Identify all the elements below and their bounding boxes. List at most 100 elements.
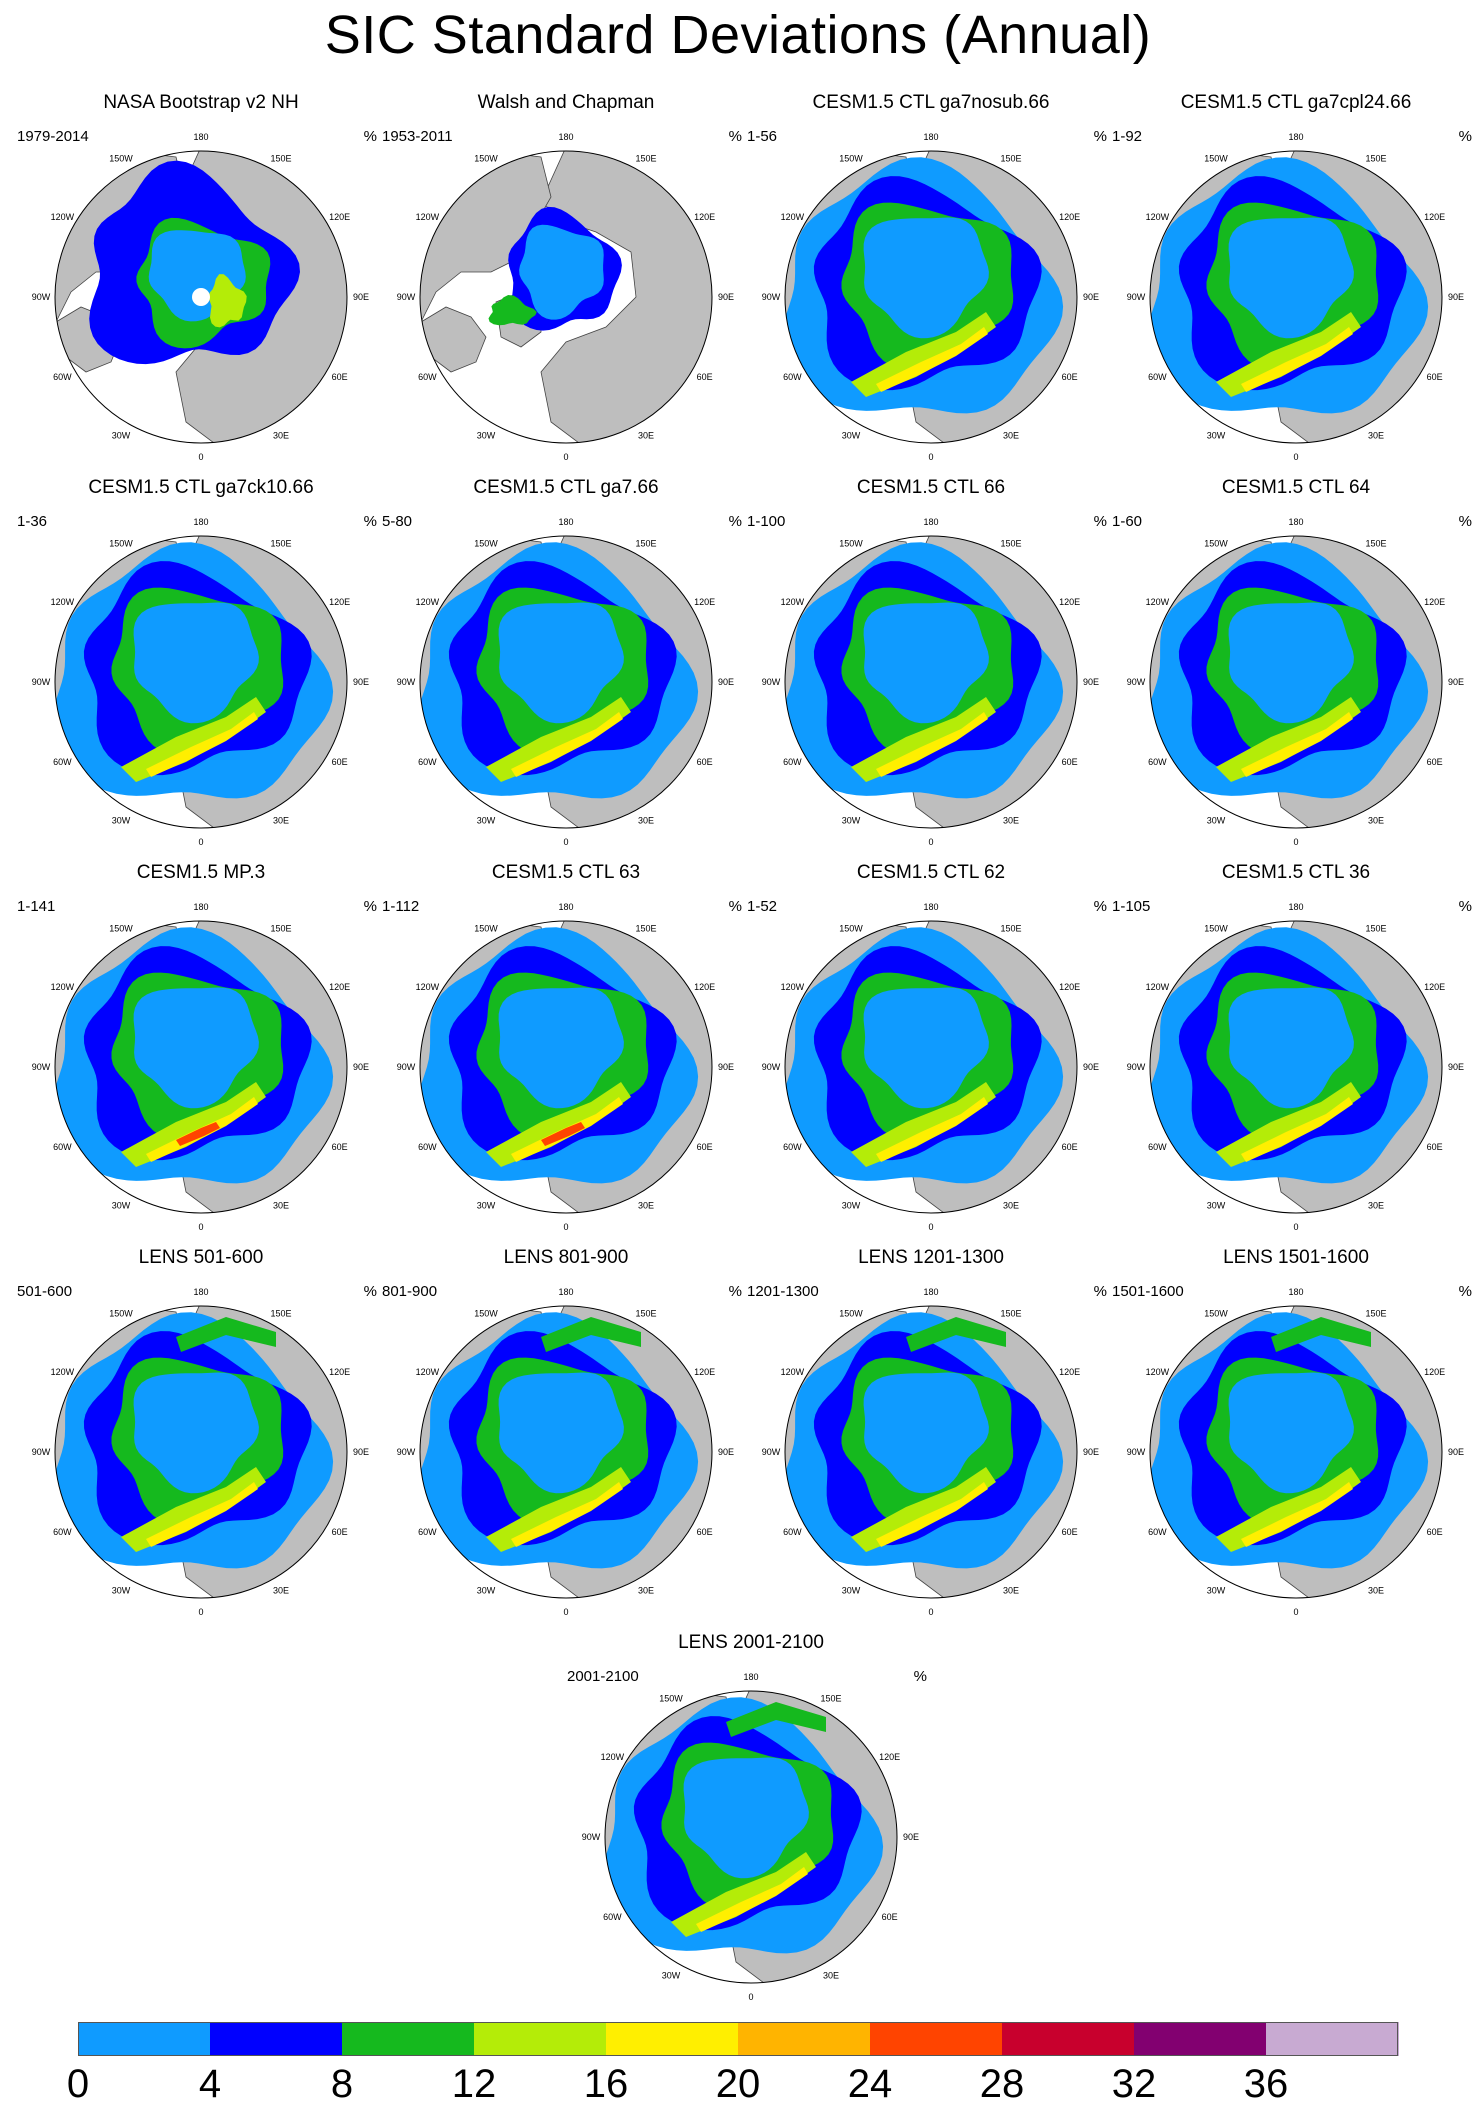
map-field	[1150, 536, 1442, 828]
lon-label: 90W	[582, 1832, 601, 1842]
lon-label: 90E	[353, 677, 369, 687]
lon-label: 90W	[762, 677, 781, 687]
panel-units: %	[363, 1283, 377, 1300]
lon-label: 60E	[1062, 1527, 1078, 1537]
lon-label: 120E	[1059, 597, 1080, 607]
lon-label: 150W	[839, 1308, 863, 1318]
lon-label: 60W	[1148, 1142, 1167, 1152]
colorbar-tick-label: 8	[330, 2062, 354, 2106]
lon-label: 60E	[697, 757, 713, 767]
map-panel: CESM1.5 CTL 66 1-100% 180 150E 120E 90E 60E 30E…	[747, 477, 1115, 857]
map-border	[54, 1305, 348, 1599]
map-field	[55, 921, 347, 1213]
field-band-3-atlantic	[1216, 312, 1361, 397]
map-border	[784, 920, 1078, 1214]
lon-label: 30E	[1003, 1586, 1019, 1596]
map-border	[54, 920, 348, 1214]
panel-units: %	[728, 898, 742, 915]
lon-label: 180	[1288, 517, 1303, 527]
field-band-2-pacific	[176, 1317, 276, 1352]
lon-label: 120E	[694, 597, 715, 607]
lon-label: 30E	[273, 431, 289, 441]
panel-period: 1-112	[382, 898, 420, 915]
lon-label: 180	[558, 1287, 573, 1297]
lon-label: 60W	[1148, 757, 1167, 767]
polar-map: 180 150E 120E 90E 60E 30E 0 30W 60W 90W 120W 150W	[397, 517, 734, 847]
map-border	[604, 1690, 898, 1984]
polar-map: 180 150E 120E 90E 60E 30E 0 30W 60W 90W 120W 150W	[397, 1287, 734, 1617]
lon-label: 30W	[477, 431, 496, 441]
field-band-0-inner	[863, 602, 989, 724]
lon-label: 90W	[32, 677, 51, 687]
lon-label: 30E	[1368, 816, 1384, 826]
lon-label: 60W	[53, 1142, 72, 1152]
lon-label: 150W	[474, 153, 498, 163]
lon-label: 150E	[635, 1308, 656, 1318]
lon-label: 180	[1288, 132, 1303, 142]
lon-label: 60E	[1062, 1142, 1078, 1152]
field-band-0-inner	[1228, 602, 1354, 724]
polar-map: 180 150E 120E 90E 60E 30E 0 30W 60W 90W 120W 150W	[32, 132, 369, 462]
polar-map: 180 150E 120E 90E 60E 30E 0 30W 60W 90W 120W 150W	[1127, 132, 1464, 462]
lon-label: 150W	[109, 923, 133, 933]
lon-label: 180	[923, 517, 938, 527]
polar-map: 180 150E 120E 90E 60E 30E 0 30W 60W 90W 120W 150W	[32, 517, 369, 847]
lon-label: 60W	[1148, 372, 1167, 382]
lon-label: 180	[743, 1672, 758, 1682]
colorbar-segment	[210, 2022, 343, 2056]
lon-label: 90W	[397, 1447, 416, 1457]
polar-map: 180 150E 120E 90E 60E 30E 0 30W 60W 90W 120W 150W	[397, 902, 734, 1232]
lon-label: 120E	[329, 982, 350, 992]
panel-period: 1-100	[747, 513, 786, 530]
panel-title: CESM1.5 CTL ga7nosub.66	[812, 92, 1050, 113]
lon-label: 150E	[635, 538, 656, 548]
polar-map: 180 150E 120E 90E 60E 30E 0 30W 60W 90W 120W 150W	[32, 1287, 369, 1617]
field-band-6-atlantic	[541, 1122, 585, 1146]
colorbar-segment	[870, 2022, 1003, 2056]
colorbar-segment	[474, 2022, 607, 2056]
lon-label: 90W	[762, 1062, 781, 1072]
panel-units: %	[363, 128, 377, 145]
lon-label: 150E	[1000, 153, 1021, 163]
panel-period: 2001-2100	[567, 1668, 639, 1685]
lon-label: 30E	[638, 1586, 654, 1596]
lon-label: 30W	[112, 1201, 131, 1211]
panel-title: CESM1.5 CTL 62	[856, 862, 1006, 883]
lon-label: 90W	[397, 677, 416, 687]
map-panel: LENS 501-600 501-600% 180 150E 120E 90E 60E 30E…	[17, 1247, 385, 1627]
panel-title: CESM1.5 CTL ga7ck10.66	[88, 477, 314, 498]
colorbar-segment	[78, 2022, 211, 2056]
panel-units: %	[728, 1283, 742, 1300]
field-band-2	[488, 295, 537, 326]
colorbar-tick-label: 4	[198, 2062, 222, 2106]
lon-label: 120E	[694, 212, 715, 222]
lon-label: 90W	[1127, 677, 1146, 687]
lon-label: 0	[748, 1992, 753, 2002]
lon-label: 30E	[1368, 431, 1384, 441]
lon-label: 90E	[718, 677, 734, 687]
lon-label: 30E	[638, 1201, 654, 1211]
map-panel: CESM1.5 CTL ga7.66 5-80% 180 150E 120E 90E 60E…	[382, 477, 750, 857]
panel-title: CESM1.5 CTL ga7.66	[473, 477, 659, 498]
lon-label: 150W	[839, 538, 863, 548]
panel-title: LENS 2001-2100	[678, 1632, 824, 1653]
lon-label: 30W	[842, 1201, 861, 1211]
lon-label: 30E	[273, 1201, 289, 1211]
colorbar-tick-label: 20	[715, 2062, 761, 2106]
map-field	[785, 151, 1077, 443]
lon-label: 30E	[1368, 1201, 1384, 1211]
map-panel: CESM1.5 CTL 36 1-105% 180 150E 120E 90E 60E 30E…	[1112, 862, 1476, 1242]
lon-label: 150W	[1204, 153, 1228, 163]
lon-label: 150E	[270, 923, 291, 933]
map-field	[420, 1306, 712, 1598]
panel-period: 801-900	[382, 1283, 438, 1300]
field-band-0-inner	[498, 1372, 624, 1494]
lon-label: 180	[558, 132, 573, 142]
lon-label: 90W	[397, 292, 416, 302]
lon-label: 90E	[1083, 1447, 1099, 1457]
lon-label: 30W	[477, 1586, 496, 1596]
lon-label: 90W	[32, 1062, 51, 1072]
field-band-3-atlantic	[671, 1852, 816, 1937]
panel-title: CESM1.5 CTL 36	[1221, 862, 1371, 883]
panel-period: 1-36	[17, 513, 48, 530]
